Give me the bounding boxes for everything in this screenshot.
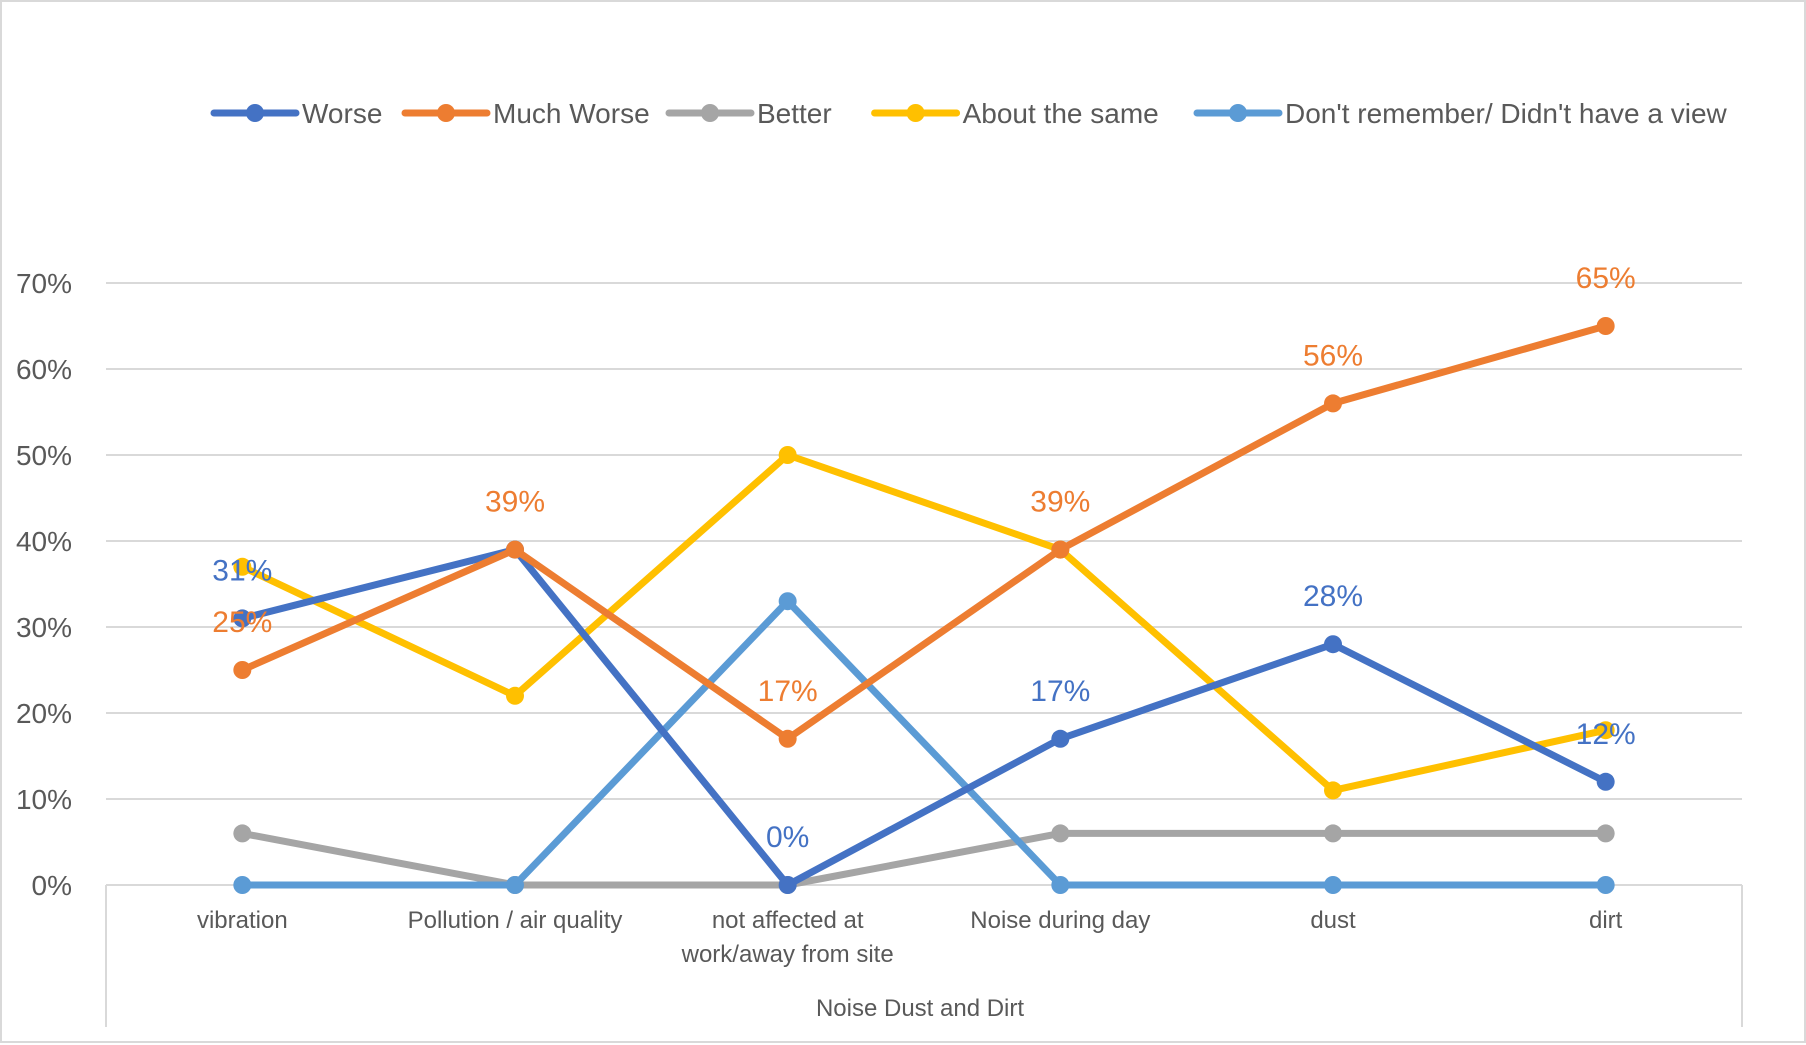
axes: vibration Pollution / air quality not affe… bbox=[105, 884, 1743, 1027]
data-point bbox=[778, 592, 797, 611]
legend-item-worse[interactable]: Worse bbox=[210, 98, 382, 129]
data-point bbox=[1051, 824, 1070, 843]
y-tick-label: 20% bbox=[16, 698, 72, 729]
legend-marker bbox=[906, 104, 925, 122]
gridlines: 0% 10% 20% 30% 40% 50% 60% 70% bbox=[16, 268, 1742, 901]
data-point bbox=[1324, 394, 1342, 413]
data-label: 28% bbox=[1303, 580, 1363, 613]
data-label: 39% bbox=[485, 486, 545, 519]
data-label: 12% bbox=[1576, 718, 1636, 751]
y-tick-label: 60% bbox=[16, 354, 72, 385]
data-point bbox=[778, 876, 797, 894]
x-tick-label: Noise during day bbox=[970, 907, 1150, 934]
series-line bbox=[238, 829, 1610, 889]
data-label: 17% bbox=[758, 675, 818, 708]
data-point bbox=[506, 686, 524, 705]
data-point bbox=[1051, 540, 1070, 559]
legend-marker bbox=[437, 104, 455, 122]
legend-item-much-worse[interactable]: Much Worse bbox=[401, 98, 650, 129]
x-axis-title: Noise Dust and Dirt bbox=[816, 995, 1024, 1022]
data-point bbox=[1596, 876, 1615, 894]
legend[interactable]: Worse Much Worse Better About the same Don't… bbox=[210, 98, 1728, 129]
legend-item-about-the-same[interactable]: About the same bbox=[871, 98, 1159, 129]
data-point bbox=[1596, 317, 1615, 335]
data-point bbox=[1324, 635, 1342, 654]
data-point bbox=[233, 661, 252, 679]
data-point bbox=[1596, 772, 1615, 791]
data-point bbox=[1324, 876, 1342, 894]
data-point bbox=[233, 557, 252, 576]
y-tick-label: 40% bbox=[16, 526, 72, 557]
series-lines bbox=[233, 317, 1615, 894]
y-tick-label: 30% bbox=[16, 612, 72, 643]
data-point bbox=[233, 876, 252, 894]
legend-label: Don't remember/ Didn't have a view bbox=[1285, 98, 1728, 129]
y-tick-label: 10% bbox=[16, 784, 72, 815]
data-point bbox=[778, 729, 797, 748]
series-much-worse bbox=[233, 317, 1615, 748]
legend-marker bbox=[1229, 104, 1247, 122]
data-label: 25% bbox=[212, 606, 272, 639]
data-point bbox=[1051, 729, 1070, 748]
x-tick-label: Pollution / air quality bbox=[408, 907, 623, 934]
x-tick-label: not affected at bbox=[712, 907, 864, 934]
data-point bbox=[1596, 721, 1615, 740]
series-line bbox=[238, 322, 1610, 743]
data-point bbox=[506, 876, 524, 894]
legend-label: About the same bbox=[963, 98, 1159, 129]
data-point bbox=[1596, 824, 1615, 843]
legend-label: Better bbox=[757, 98, 832, 129]
data-point bbox=[1324, 824, 1342, 843]
y-tick-label: 0% bbox=[32, 870, 72, 901]
legend-marker bbox=[246, 104, 264, 122]
data-label: 17% bbox=[1030, 675, 1090, 708]
y-tick-label: 70% bbox=[16, 268, 72, 299]
y-tick-label: 50% bbox=[16, 440, 72, 471]
series-line bbox=[238, 597, 1610, 889]
legend-label: Worse bbox=[302, 98, 382, 129]
series-don-t-remember-didn-t-have-a-view bbox=[233, 592, 1615, 894]
x-tick-label: dirt bbox=[1589, 907, 1623, 934]
data-labels: 31% 0% 17% 28% 12% 25% 39% 17% 39% 56% 65% bbox=[212, 262, 1635, 854]
x-tick-label: dust bbox=[1310, 907, 1356, 934]
data-point bbox=[233, 609, 252, 628]
data-label: 31% bbox=[212, 554, 272, 587]
legend-item-better[interactable]: Better bbox=[665, 98, 832, 129]
data-point bbox=[1324, 781, 1342, 800]
data-point bbox=[778, 446, 797, 464]
legend-label: Much Worse bbox=[493, 98, 650, 129]
series-worse bbox=[233, 540, 1615, 894]
data-point bbox=[1051, 876, 1070, 894]
legend-marker bbox=[701, 104, 719, 122]
series-line bbox=[238, 546, 1610, 889]
legend-item-don-t-remember-didn-t-have-a-view[interactable]: Don't remember/ Didn't have a view bbox=[1193, 98, 1728, 129]
data-label: 56% bbox=[1303, 339, 1363, 372]
data-point bbox=[233, 824, 252, 843]
data-label: 39% bbox=[1030, 486, 1090, 519]
data-point bbox=[506, 540, 524, 559]
series-line bbox=[238, 451, 1610, 794]
x-tick-label: vibration bbox=[197, 907, 288, 934]
x-tick-label: work/away from site bbox=[681, 941, 894, 968]
data-label: 0% bbox=[766, 821, 809, 854]
data-label: 65% bbox=[1576, 262, 1636, 295]
